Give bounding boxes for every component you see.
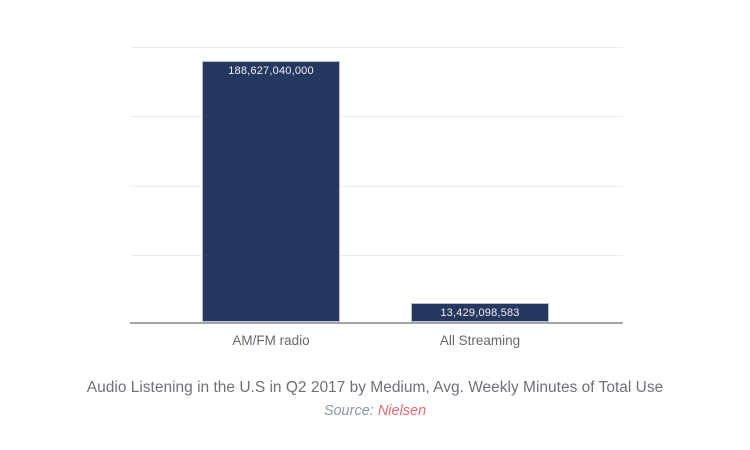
gridline xyxy=(130,47,623,48)
bar-value-label: 188,627,040,000 xyxy=(228,64,314,77)
source-prefix-label: Source: xyxy=(323,403,378,419)
source-link[interactable]: Nielsen xyxy=(377,403,427,419)
plot-area: 188,627,040,000 AM/FM radio 13,429,098,583… xyxy=(130,47,623,348)
chart-source-line: Source: Nielsen xyxy=(0,402,750,421)
gridline xyxy=(130,116,623,118)
bar-am-fm-radio[interactable]: 188,627,040,000 xyxy=(202,60,340,322)
bar-all-streaming[interactable]: 13,429,098,583 xyxy=(411,303,549,322)
gridline xyxy=(130,254,623,256)
bar-value-label: 13,429,098,583 xyxy=(440,307,520,320)
chart-title: Audio Listening in the U.S in Q2 2017 by… xyxy=(86,379,664,396)
x-axis-label: AM/FM radio xyxy=(232,333,310,348)
x-axis-label: All Streaming xyxy=(439,333,521,348)
gridline xyxy=(130,185,623,187)
